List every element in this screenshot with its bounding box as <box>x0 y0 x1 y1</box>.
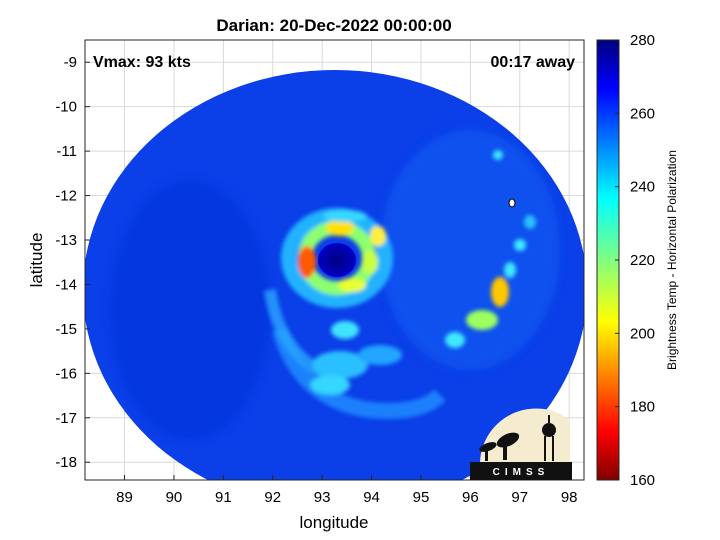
x-tick-label: 98 <box>561 489 578 506</box>
x-tick-label: 89 <box>116 489 133 506</box>
x-axis-ticks: 89 90 91 92 93 94 95 96 97 98 <box>116 475 578 506</box>
y-tick-label: -12 <box>55 188 77 205</box>
logo-text: CIMSS <box>493 467 550 478</box>
rain-blob-southwest <box>310 375 350 395</box>
colorbar-tick-label: 240 <box>630 179 655 196</box>
x-tick-label: 93 <box>314 489 331 506</box>
colorbar-tick-label: 200 <box>630 325 655 342</box>
x-tick-label: 91 <box>215 489 232 506</box>
eyewall-hot-south <box>338 278 366 292</box>
y-tick-label: -13 <box>55 232 77 249</box>
outer-band-e6 <box>524 215 536 229</box>
x-tick-label: 96 <box>462 489 479 506</box>
chart-title: Darian: 20-Dec-2022 00:00:00 <box>216 16 451 35</box>
y-axis-label: latitude <box>27 233 46 288</box>
colorbar-tick-label: 220 <box>630 252 655 269</box>
rain-blob-center-south <box>331 321 359 339</box>
x-tick-label: 92 <box>264 489 281 506</box>
x-axis-label: longitude <box>299 513 368 532</box>
outer-ring-north <box>323 210 367 222</box>
brightness-temperature-field <box>85 70 584 480</box>
outer-band-e4 <box>504 262 516 278</box>
x-tick-label: 94 <box>363 489 380 506</box>
swath-tone-west <box>110 180 270 440</box>
outer-band-e5 <box>514 239 526 251</box>
colorbar-tick-label: 280 <box>630 32 655 49</box>
y-tick-label: -16 <box>55 365 77 382</box>
y-tick-label: -9 <box>64 54 77 71</box>
x-tick-label: 95 <box>413 489 430 506</box>
y-tick-label: -17 <box>55 410 77 427</box>
colorbar-label: Brightness Temp - Horizontal Polarizatio… <box>665 150 679 370</box>
colorbar-ticks: 160 180 200 220 240 260 280 <box>615 32 655 489</box>
satellite-dish-icon <box>479 432 520 461</box>
y-axis-ticks: -9 -10 -11 -12 -13 -14 -15 -16 -17 -18 <box>55 54 90 471</box>
tiny-cell <box>508 198 516 208</box>
x-tick-label: 97 <box>511 489 528 506</box>
colorbar-tick-label: 160 <box>630 472 655 489</box>
storm-eye <box>318 243 356 277</box>
y-tick-label: -14 <box>55 276 77 293</box>
water-tower-icon <box>542 415 556 461</box>
eyewall-core-west <box>298 246 316 278</box>
rain-blob-southeast <box>358 345 402 365</box>
outer-band-e1 <box>445 332 465 348</box>
y-tick-label: -15 <box>55 321 77 338</box>
spiral-band-south <box>272 327 446 419</box>
outer-band-e3 <box>491 277 509 307</box>
cimss-logo: CIMSS <box>470 408 572 480</box>
outer-band-e2 <box>466 310 498 330</box>
y-tick-label: -11 <box>56 143 77 160</box>
logo-banner <box>470 462 572 480</box>
vmax-annotation: Vmax: 93 kts <box>93 54 191 71</box>
x-tick-label: 90 <box>166 489 183 506</box>
time-away-annotation: 00:17 away <box>490 54 575 71</box>
y-tick-label: -10 <box>55 99 77 116</box>
eyewall-east <box>362 250 378 274</box>
outer-ring-east <box>370 226 386 246</box>
colorbar-tick-label: 180 <box>630 399 655 416</box>
outer-band-e7 <box>493 150 503 160</box>
rain-blob-south <box>312 351 368 379</box>
swath-tone-east <box>380 130 560 370</box>
colorbar-tick-label: 260 <box>630 105 655 122</box>
plot-frame <box>84 39 585 481</box>
eyewall-hot-north <box>326 220 354 236</box>
y-tick-label: -18 <box>55 454 77 471</box>
